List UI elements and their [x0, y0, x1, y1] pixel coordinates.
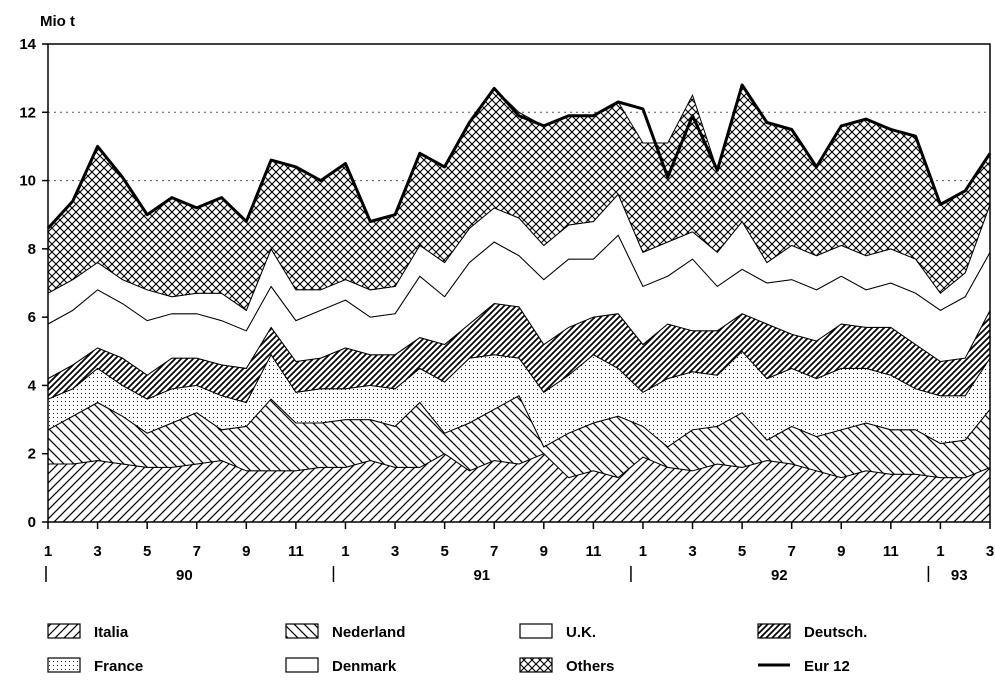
- x-tick-label-6: 1: [341, 543, 349, 560]
- legend-label-eur-12: Eur 12: [804, 658, 850, 675]
- year-label-91: 91: [473, 567, 490, 584]
- legend-swatch-italia: [47, 623, 81, 639]
- total-line: [46, 83, 992, 230]
- x-axis-ticks: 1 3 5 7 9 11 1 3 5 7 9 11 1 3 5 7 9 11 1 3: [44, 522, 994, 560]
- x-tick-label-18: 1: [936, 543, 944, 560]
- x-tick-label-2: 5: [143, 543, 151, 560]
- y-tick-label-14: 14: [19, 36, 36, 53]
- year-label-90: 90: [176, 567, 193, 584]
- legend-label-nederland: Nederland: [332, 624, 405, 641]
- legend: Italia Nederland U.K. Deutsch. France Denmark…: [47, 623, 867, 675]
- y-tick-label-10: 10: [19, 173, 36, 190]
- x-tick-label-11: 11: [585, 543, 601, 560]
- x-tick-label-10: 9: [540, 543, 548, 560]
- y-tick-label-12: 12: [19, 104, 36, 121]
- legend-swatch-u-k: [519, 623, 553, 639]
- x-tick-label-7: 3: [391, 543, 399, 560]
- x-tick-label-4: 9: [242, 543, 250, 560]
- line-eur-12: [46, 83, 992, 230]
- x-tick-label-9: 7: [490, 543, 498, 560]
- x-tick-label-3: 7: [193, 543, 201, 560]
- y-tick-label-4: 4: [28, 377, 37, 394]
- x-tick-label-19: 3: [986, 543, 994, 560]
- legend-swatch-others: [519, 657, 553, 673]
- x-tick-label-8: 5: [440, 543, 448, 560]
- legend-swatch-nederland: [285, 623, 319, 639]
- x-tick-label-0: 1: [44, 543, 52, 560]
- legend-label-others: Others: [566, 658, 614, 675]
- legend-label-france: France: [94, 658, 143, 675]
- x-tick-label-5: 11: [288, 543, 304, 560]
- y-axis-ticks: 0 2 4 6 8 10 12 14: [19, 36, 48, 531]
- x-tick-label-15: 7: [788, 543, 796, 560]
- x-tick-label-1: 3: [93, 543, 101, 560]
- area-series: [47, 83, 991, 523]
- y-tick-label-0: 0: [28, 514, 36, 531]
- plot-frame: [47, 43, 991, 523]
- x-tick-label-13: 3: [688, 543, 696, 560]
- legend-label-denmark: Denmark: [332, 658, 397, 675]
- year-label-93: 93: [951, 567, 968, 584]
- x-tick-label-14: 5: [738, 543, 746, 560]
- legend-label-deutsch: Deutsch.: [804, 624, 867, 641]
- y-tick-label-2: 2: [28, 446, 36, 463]
- legend-label-u-k: U.K.: [566, 624, 596, 641]
- year-labels: 90 91 92 93: [45, 566, 968, 584]
- x-tick-label-16: 9: [837, 543, 845, 560]
- y-axis-label: Mio t: [40, 13, 75, 30]
- y-tick-label-6: 6: [28, 309, 36, 326]
- y-tick-label-8: 8: [28, 241, 36, 258]
- legend-swatch-deutsch: [757, 623, 791, 639]
- legend-swatch-france: [47, 657, 81, 673]
- x-tick-label-12: 1: [639, 543, 647, 560]
- x-tick-label-17: 11: [883, 543, 899, 560]
- year-label-92: 92: [771, 567, 788, 584]
- legend-swatch-denmark: [285, 657, 319, 673]
- legend-label-italia: Italia: [94, 624, 129, 641]
